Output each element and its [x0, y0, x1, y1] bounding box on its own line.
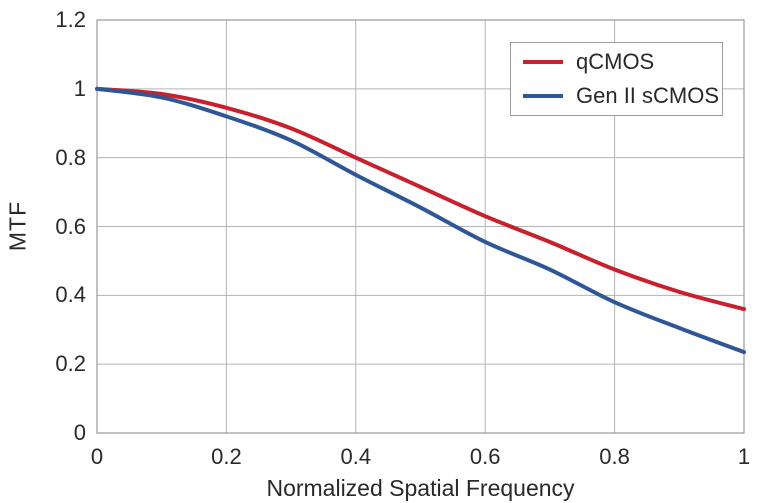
x-axis-label: Normalized Spatial Frequency — [266, 475, 575, 501]
x-tick-label: 0.4 — [340, 444, 372, 469]
gen2-scmos-line-swatch — [523, 94, 563, 98]
y-tick-label: 1.2 — [55, 7, 86, 32]
y-tick-label: 1 — [73, 75, 86, 101]
qcmos-line-swatch — [523, 60, 563, 64]
x-tick-label: 0 — [90, 444, 104, 469]
legend-item-qcmos: qCMOS — [523, 49, 722, 75]
y-tick-label: 0.8 — [55, 144, 86, 170]
y-tick-label: 0.6 — [55, 213, 86, 239]
series-line-1 — [95, 86, 746, 355]
y-tick-label: 0.4 — [55, 282, 86, 308]
plot-frame — [96, 19, 745, 434]
legend-item-gen2-scmos: Gen II sCMOS — [523, 83, 722, 109]
y-tick-label: 0 — [73, 420, 86, 445]
series-line-0 — [95, 86, 746, 312]
x-tick-label: 0.6 — [469, 444, 501, 469]
legend-label-qcmos: qCMOS — [576, 49, 655, 74]
x-tick-label: 0.8 — [599, 444, 630, 469]
y-tick-label: 0.2 — [55, 351, 86, 377]
x-tick-label: 1 — [737, 444, 751, 469]
legend: qCMOS Gen II sCMOS — [510, 42, 723, 116]
x-tick-label: 0.2 — [211, 444, 242, 469]
legend-label-gen2-scmos: Gen II sCMOS — [576, 83, 720, 108]
